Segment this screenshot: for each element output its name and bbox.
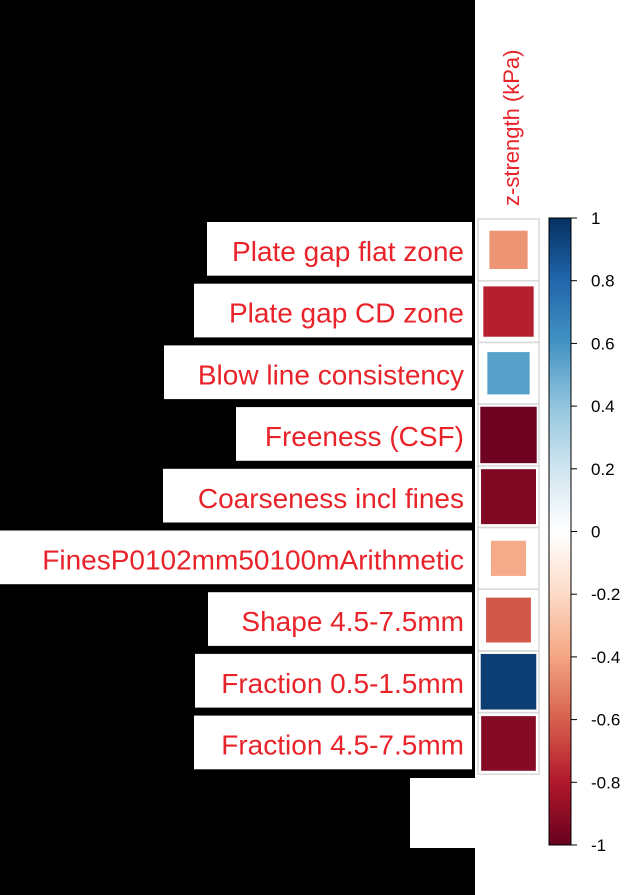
row-label: FinesP0102mm50100mArithmetic [42, 545, 464, 576]
row-label: Plate gap CD zone [229, 298, 464, 329]
row-label: Coarseness incl fines [198, 483, 464, 514]
tick-label: 0.2 [591, 460, 615, 479]
heatmap-square [483, 286, 534, 337]
row-label: Plate gap flat zone [232, 236, 464, 267]
bottom-panel [410, 778, 480, 848]
tick-label: 0.4 [591, 397, 615, 416]
tick-label: 1 [591, 209, 600, 228]
heatmap-rows: Plate gap flat zone Plate gap CD zone Blow… [0, 218, 540, 776]
row-label-box [0, 530, 472, 585]
row-label: Blow line consistency [198, 359, 464, 390]
heatmap-square [480, 653, 537, 710]
row-label-box [208, 592, 472, 646]
tick-label: -0.2 [591, 585, 620, 604]
color-scale-ticks: 1 0.8 0.6 0.4 0.2 0 -0.2 -0.4 -0.6 -0.8 -1 [571, 209, 620, 855]
tick-label: -0.6 [591, 711, 620, 730]
heatmap-square [487, 352, 530, 395]
heatmap-square [481, 716, 536, 771]
row-label-box [194, 715, 472, 770]
heatmap-square [490, 540, 527, 576]
color-scale-bar [549, 218, 571, 845]
heatmap-cell [477, 711, 540, 776]
row-label-box [194, 283, 472, 338]
heatmap-square [489, 230, 528, 269]
row-label: Freeness (CSF) [265, 421, 464, 452]
heatmap-square [481, 469, 536, 525]
row-label: Fraction 4.5-7.5mm [221, 730, 464, 761]
row-label: Shape 4.5-7.5mm [241, 606, 464, 637]
tick-label: -0.8 [591, 773, 620, 792]
row-label-box [236, 407, 472, 461]
tick-label: 0.6 [591, 334, 615, 353]
tick-label: -1 [591, 836, 606, 855]
row-label: Fraction 0.5-1.5mm [221, 668, 464, 699]
row-label-box [164, 345, 472, 400]
tick-label: -0.4 [591, 648, 620, 667]
heatmap-square [486, 597, 531, 643]
tick-label: 0 [591, 523, 600, 542]
row-label-box [163, 468, 472, 523]
row-label-box [195, 653, 472, 708]
tick-label: 0.8 [591, 272, 615, 291]
column-label: z-strength (kPa) [499, 50, 524, 207]
row-label-box [207, 222, 472, 276]
heatmap-square [480, 406, 537, 464]
